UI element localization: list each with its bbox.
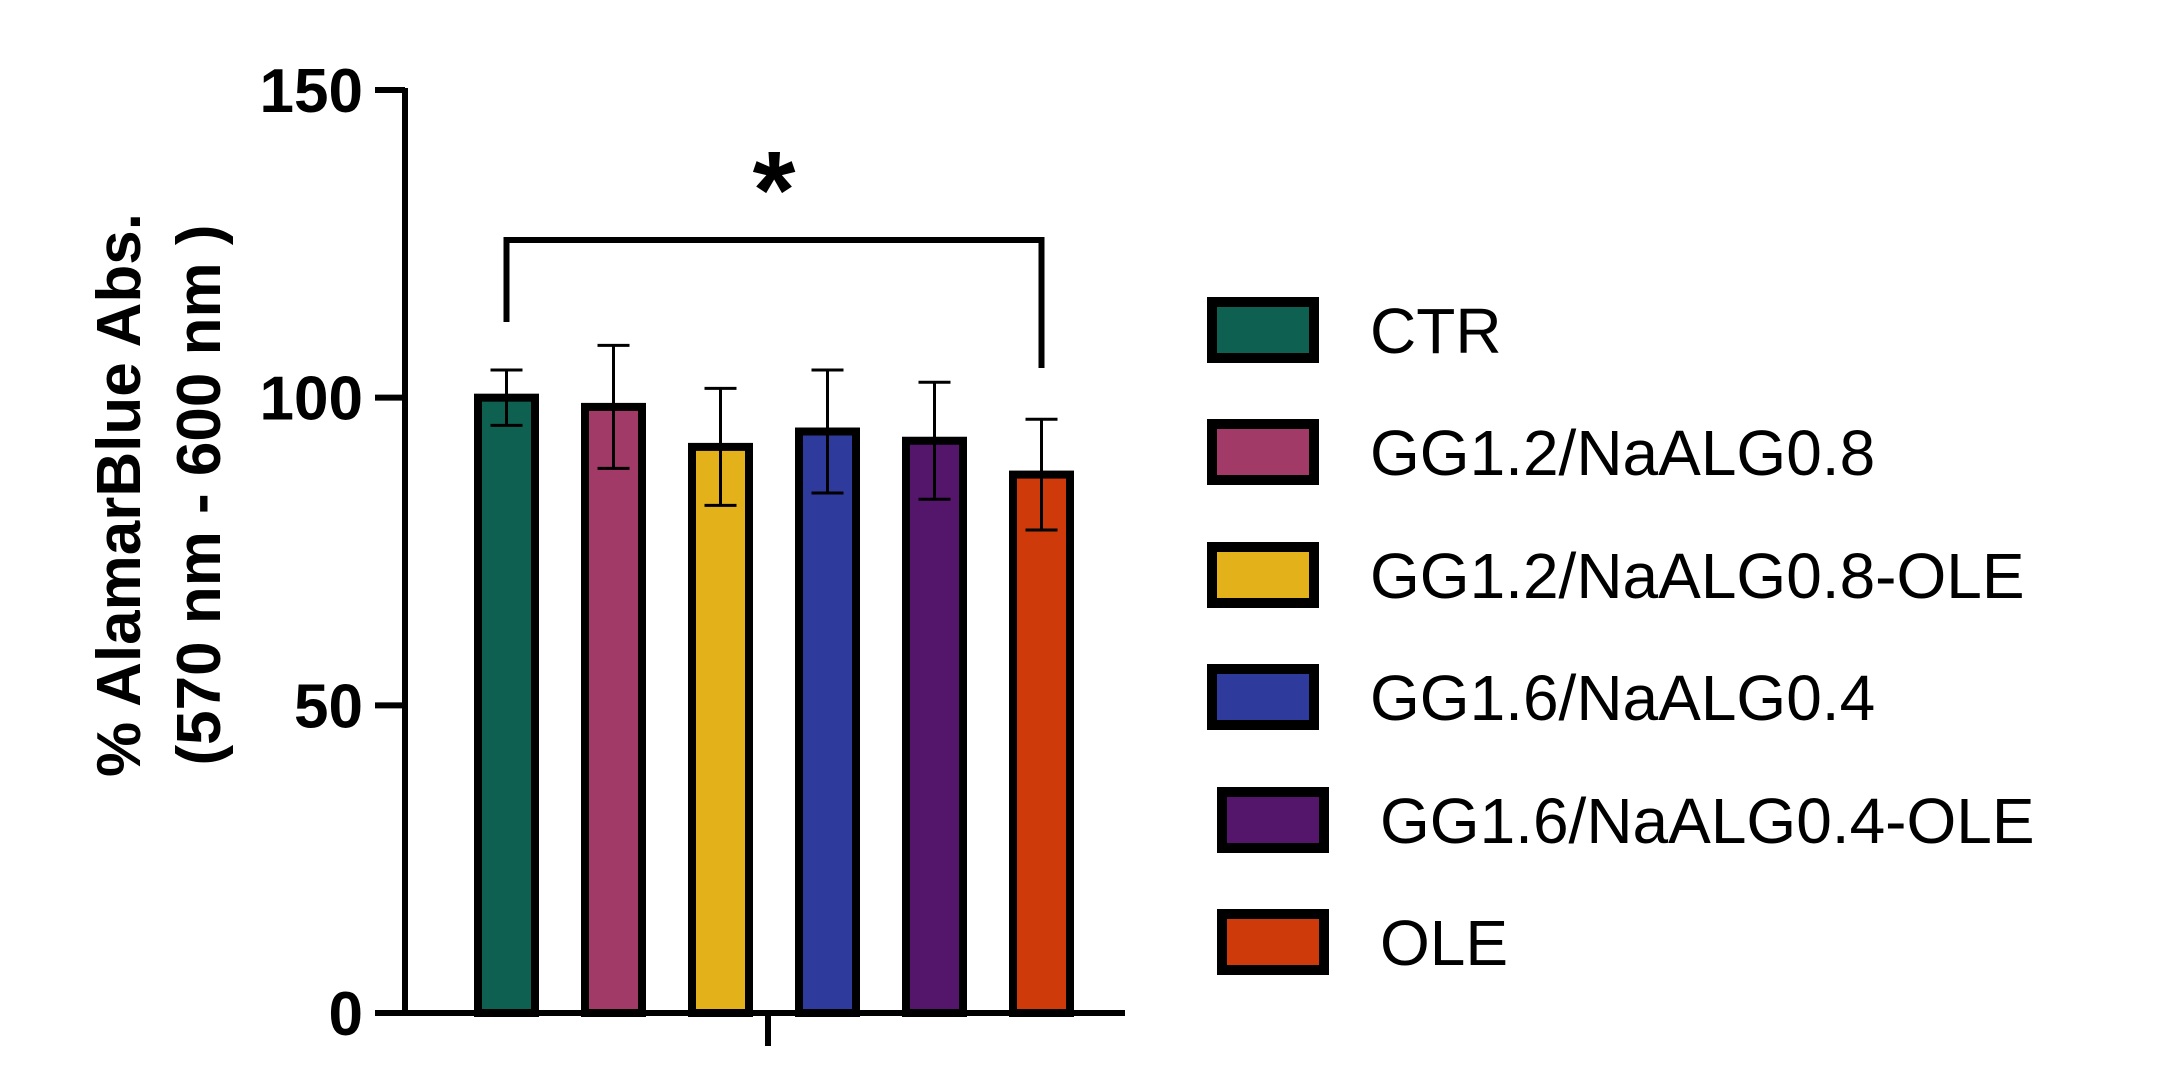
legend-item: GG1.2/NaALG0.8-OLE bbox=[1207, 540, 2025, 612]
y-axis-title-line-1: % AlamarBlue Abs. bbox=[85, 213, 154, 777]
legend-item: CTR bbox=[1207, 295, 1502, 367]
y-tick-label: 50 bbox=[294, 672, 363, 741]
legend-swatch bbox=[1217, 909, 1329, 975]
legend-swatch bbox=[1217, 787, 1329, 853]
legend-swatch bbox=[1207, 542, 1319, 608]
bar bbox=[688, 442, 753, 1018]
legend-item: GG1.2/NaALG0.8 bbox=[1207, 417, 1875, 489]
bar bbox=[474, 393, 539, 1017]
error-bar bbox=[597, 343, 630, 470]
y-axis-title: % AlamarBlue Abs. (570 nm - 600 nm ) bbox=[85, 213, 234, 777]
bars bbox=[474, 393, 1074, 1018]
error-bar bbox=[490, 368, 523, 427]
legend-label: GG1.6/NaALG0.4-OLE bbox=[1380, 785, 2035, 857]
error-bar bbox=[918, 380, 951, 501]
significance-bracket: * bbox=[503, 129, 1045, 368]
legend-swatch bbox=[1207, 419, 1319, 485]
y-tick-label: 150 bbox=[260, 57, 363, 126]
y-tick-label: 100 bbox=[260, 365, 363, 434]
legend-label: GG1.6/NaALG0.4 bbox=[1370, 662, 1875, 734]
legend-item: GG1.6/NaALG0.4 bbox=[1207, 662, 1875, 734]
legend-item: OLE bbox=[1217, 907, 1508, 979]
bar bbox=[581, 402, 646, 1017]
y-axis-title-line-2: (570 nm - 600 nm ) bbox=[165, 225, 234, 766]
error-bar bbox=[1025, 417, 1058, 532]
error-bars bbox=[490, 343, 1058, 532]
error-bar bbox=[704, 386, 737, 507]
legend-label: CTR bbox=[1370, 295, 1502, 367]
bar bbox=[1009, 470, 1074, 1018]
legend-label: GG1.2/NaALG0.8-OLE bbox=[1370, 540, 2025, 612]
legend-label: GG1.2/NaALG0.8 bbox=[1370, 417, 1875, 489]
significance-star: * bbox=[753, 129, 796, 252]
bar bbox=[902, 436, 967, 1017]
legend-item: GG1.6/NaALG0.4-OLE bbox=[1217, 785, 2035, 857]
legend-label: OLE bbox=[1380, 907, 1508, 979]
legend: CTR GG1.2/NaALG0.8 GG1.2/NaALG0.8-OLE GG1.6… bbox=[1207, 295, 2035, 979]
significance-bracket-line bbox=[503, 237, 1045, 368]
legend-swatch bbox=[1207, 664, 1319, 730]
y-tick-label: 0 bbox=[329, 980, 363, 1049]
legend-swatch bbox=[1207, 297, 1319, 363]
error-bar bbox=[811, 368, 844, 495]
bar bbox=[795, 427, 860, 1017]
